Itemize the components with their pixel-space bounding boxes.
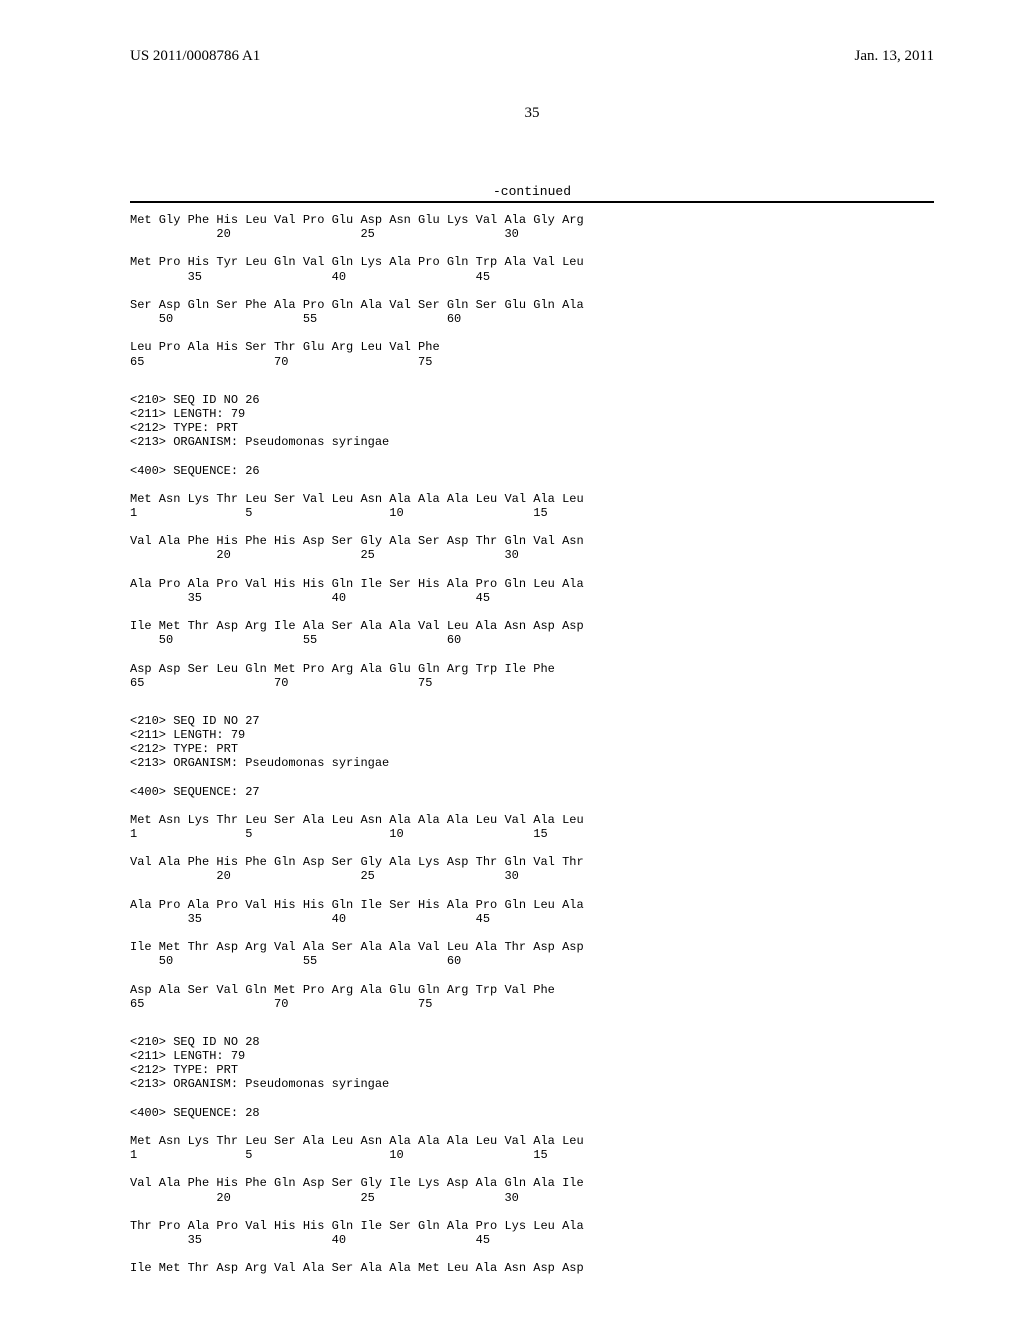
seq-27-body: Met Asn Lys Thr Leu Ser Ala Leu Asn Ala … <box>130 813 934 1011</box>
page-number: 35 <box>130 105 934 122</box>
publication-date: Jan. 13, 2011 <box>855 48 934 65</box>
seq-26-header: <210> SEQ ID NO 26 <211> LENGTH: 79 <212… <box>130 393 934 478</box>
seq-27-header: <210> SEQ ID NO 27 <211> LENGTH: 79 <212… <box>130 714 934 799</box>
seq-25-tail: Met Gly Phe His Leu Val Pro Glu Asp Asn … <box>130 213 934 369</box>
publication-number: US 2011/0008786 A1 <box>130 48 260 65</box>
continued-label: -continued <box>130 184 934 199</box>
seq-28-body: Met Asn Lys Thr Leu Ser Ala Leu Asn Ala … <box>130 1134 934 1276</box>
page-header: US 2011/0008786 A1 Jan. 13, 2011 <box>130 48 934 65</box>
seq-28-header: <210> SEQ ID NO 28 <211> LENGTH: 79 <212… <box>130 1035 934 1120</box>
page-container: US 2011/0008786 A1 Jan. 13, 2011 35 -con… <box>0 0 1024 1275</box>
horizontal-rule <box>130 201 934 203</box>
seq-26-body: Met Asn Lys Thr Leu Ser Val Leu Asn Ala … <box>130 492 934 690</box>
